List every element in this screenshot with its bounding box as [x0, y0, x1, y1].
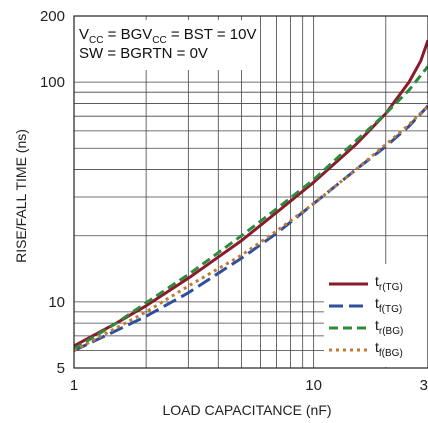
legend-background: [324, 264, 428, 367]
x-tick-label: 10: [305, 377, 322, 394]
annotation-background: [74, 20, 250, 70]
legend: tr(TG)tf(TG)tr(BG)tf(BG): [324, 264, 428, 367]
series-line-tf_tg: [73, 104, 428, 352]
x-tick-label: 1: [70, 377, 78, 394]
conditions-annotation: VCC = BGVCC = BST = 10V SW = BGRTN = 0V: [74, 20, 256, 70]
legend-label-tf_tg: tf(TG): [375, 295, 402, 315]
annotation-line-1: VCC = BGVCC = BST = 10V: [79, 26, 256, 46]
x-axis-label: LOAD CAPACITANCE (nF): [162, 402, 331, 418]
legend-label-tf_bg: tf(BG): [375, 339, 403, 359]
y-tick-label: 10: [48, 294, 65, 311]
series-line-tr_tg: [73, 39, 428, 348]
series-lines: [73, 39, 428, 352]
y-tick-label: 5: [57, 360, 65, 377]
y-tick-label: 100: [40, 74, 65, 91]
x-tick-label: 30: [420, 377, 428, 394]
tick-labels: 1 10 30 5 10 100 200: [40, 8, 428, 394]
y-tick-label: 200: [40, 8, 65, 25]
plot-frame: [73, 15, 428, 369]
y-axis-label: RISE/FALL TIME (ns): [13, 129, 29, 263]
annotation-line-2: SW = BGRTN = 0V: [79, 45, 208, 62]
legend-label-tr_bg: tr(BG): [375, 317, 403, 337]
series-line-tf_bg: [73, 104, 428, 352]
series-line-tr_bg: [73, 65, 428, 351]
legend-label-tr_tg: tr(TG): [375, 273, 403, 293]
